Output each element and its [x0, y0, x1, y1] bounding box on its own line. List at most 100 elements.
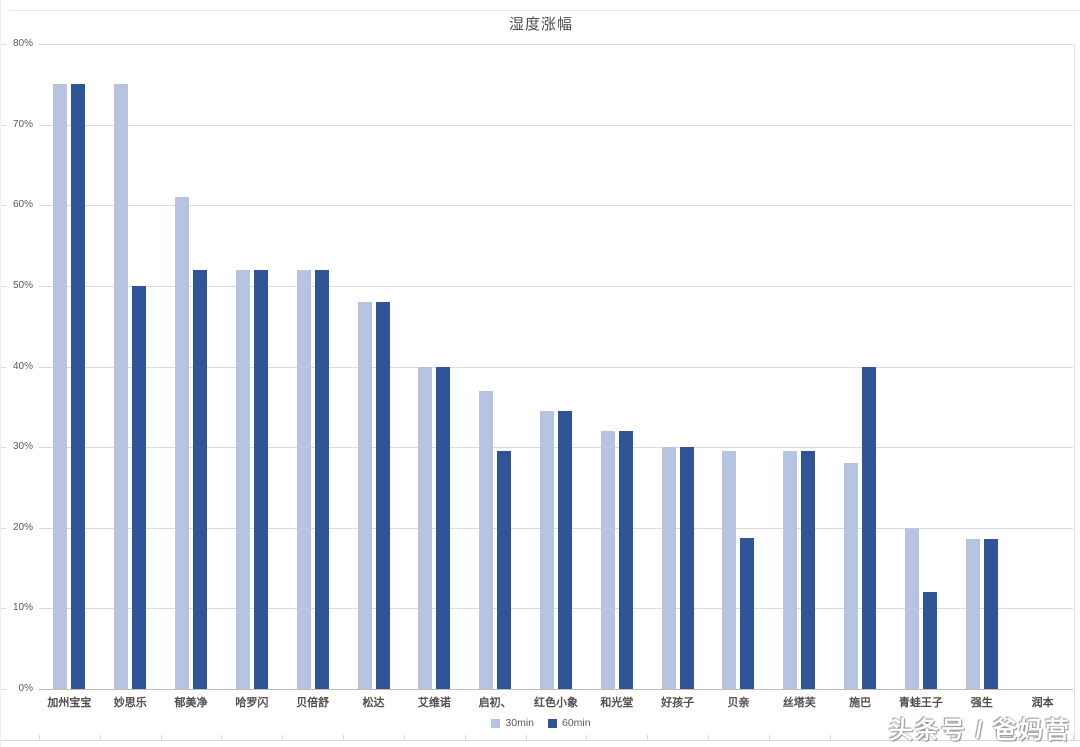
- y-axis-tick-mark: [1, 124, 6, 126]
- category-group: [708, 44, 769, 689]
- category-group: [586, 44, 647, 689]
- x-axis-boundary-tick: [39, 735, 40, 741]
- bar-60min: [801, 451, 816, 689]
- legend-swatch-60min: [548, 718, 557, 728]
- x-axis-boundary-tick: [951, 735, 953, 741]
- x-axis-category-label: 贝亲: [727, 697, 750, 709]
- bar-60min: [983, 539, 998, 689]
- x-axis-category-label: 松达: [362, 697, 385, 709]
- x-axis-boundary-tick: [768, 735, 770, 741]
- bar-60min: [557, 410, 572, 689]
- bar-60min: [71, 84, 86, 689]
- x-axis-boundary-tick: [99, 735, 101, 741]
- bar-30min: [479, 390, 494, 689]
- bar-30min: [235, 269, 250, 689]
- x-axis-category-label: 和光堂: [600, 697, 634, 709]
- y-axis-tick-mark: [1, 285, 6, 287]
- y-axis-tick-label: 60%: [12, 199, 33, 211]
- y-axis-tick-mark: [1, 44, 6, 45]
- legend-label-30min: 30min: [505, 717, 534, 729]
- x-axis-category-label: 妙思乐: [113, 697, 147, 709]
- x-axis-boundary-tick: [282, 735, 284, 741]
- y-axis-tick-mark: [1, 527, 6, 529]
- x-axis-category-label: 强生: [970, 697, 993, 709]
- plot-right-border: [1074, 44, 1075, 740]
- category-group: [465, 44, 526, 689]
- category-group: [769, 44, 830, 689]
- x-axis-category-label: 哈罗闪: [235, 697, 269, 709]
- bar-30min: [175, 197, 190, 689]
- x-axis-category-label: 丝塔芙: [782, 697, 816, 709]
- x-axis-boundary-tick: [343, 735, 345, 741]
- x-axis-category-label: 青蛙王子: [898, 697, 943, 709]
- y-axis-tick-mark: [1, 608, 6, 610]
- bar-30min: [844, 463, 859, 689]
- x-axis-boundary-tick: [525, 735, 527, 741]
- y-axis-tick-label: 20%: [12, 521, 33, 533]
- bar-60min: [497, 451, 512, 689]
- bar-60min: [132, 285, 147, 689]
- bar-30min: [600, 431, 615, 689]
- bar-60min: [193, 269, 208, 689]
- gridline-10: [39, 608, 1073, 610]
- bar-60min: [314, 269, 329, 689]
- bar-60min: [253, 269, 268, 689]
- category-group: [404, 44, 465, 689]
- x-axis-boundary-tick: [890, 735, 892, 741]
- y-axis-tick-label: 40%: [12, 360, 33, 372]
- bar-60min: [862, 366, 877, 689]
- x-axis-category-label: 红色小象: [533, 697, 578, 709]
- bar-60min: [740, 538, 755, 689]
- bar-30min: [357, 302, 372, 689]
- y-axis-tick-label: 30%: [12, 441, 33, 453]
- category-group: [951, 44, 1012, 689]
- y-axis-tick-label: 70%: [12, 118, 33, 130]
- bar-60min: [618, 431, 633, 689]
- x-axis-boundary-tick: [829, 735, 831, 741]
- y-axis-tick-mark: [1, 689, 6, 690]
- bar-60min: [436, 366, 451, 689]
- gridline-60: [39, 205, 1073, 207]
- chart-title: 湿度涨幅: [508, 16, 573, 33]
- bar-30min: [296, 269, 311, 689]
- bar-30min: [904, 527, 919, 689]
- watermark: 头条号 / 爸妈营: [888, 717, 1071, 744]
- bar-30min: [722, 451, 737, 689]
- gridline-50: [39, 285, 1073, 287]
- legend-label-60min: 60min: [562, 717, 591, 729]
- x-axis-category-label: 加州宝宝: [47, 697, 92, 709]
- x-axis-category-label: 启初、: [478, 697, 512, 709]
- category-group: [647, 44, 708, 689]
- chart-legend: 30min 60min: [1, 717, 1080, 729]
- category-group: [221, 44, 282, 689]
- x-axis-boundary-tick: [464, 735, 466, 741]
- x-axis-boundary-tick: [221, 735, 223, 741]
- legend-swatch-30min: [491, 718, 501, 728]
- bottom-border-line: [1, 740, 1080, 741]
- bar-30min: [53, 84, 68, 689]
- x-axis-category-label: 好孩子: [661, 697, 695, 709]
- bar-30min: [661, 447, 676, 689]
- y-axis-tick-mark: [1, 205, 6, 207]
- y-axis-tick-label: 80%: [12, 38, 33, 49]
- category-group: [343, 44, 404, 689]
- y-axis-tick-label: 10%: [12, 602, 33, 614]
- gridline-40: [39, 366, 1073, 368]
- category-group: [526, 44, 587, 689]
- x-axis-boundary-tick: [160, 735, 162, 741]
- bar-30min: [418, 366, 433, 689]
- category-group: [891, 44, 952, 689]
- bar-60min: [922, 592, 937, 689]
- x-axis-boundary-tick: [708, 735, 710, 741]
- category-group: [830, 44, 891, 689]
- category-group: [100, 44, 161, 689]
- x-axis-category-label: 润本: [1031, 697, 1054, 709]
- y-axis-tick-label: 50%: [12, 279, 33, 291]
- bar-30min: [539, 410, 554, 689]
- gridline-80: [39, 44, 1073, 45]
- y-axis-tick-mark: [1, 447, 6, 449]
- category-group: [39, 44, 100, 689]
- bar-60min: [679, 447, 694, 689]
- x-axis-boundary-tick: [647, 735, 649, 741]
